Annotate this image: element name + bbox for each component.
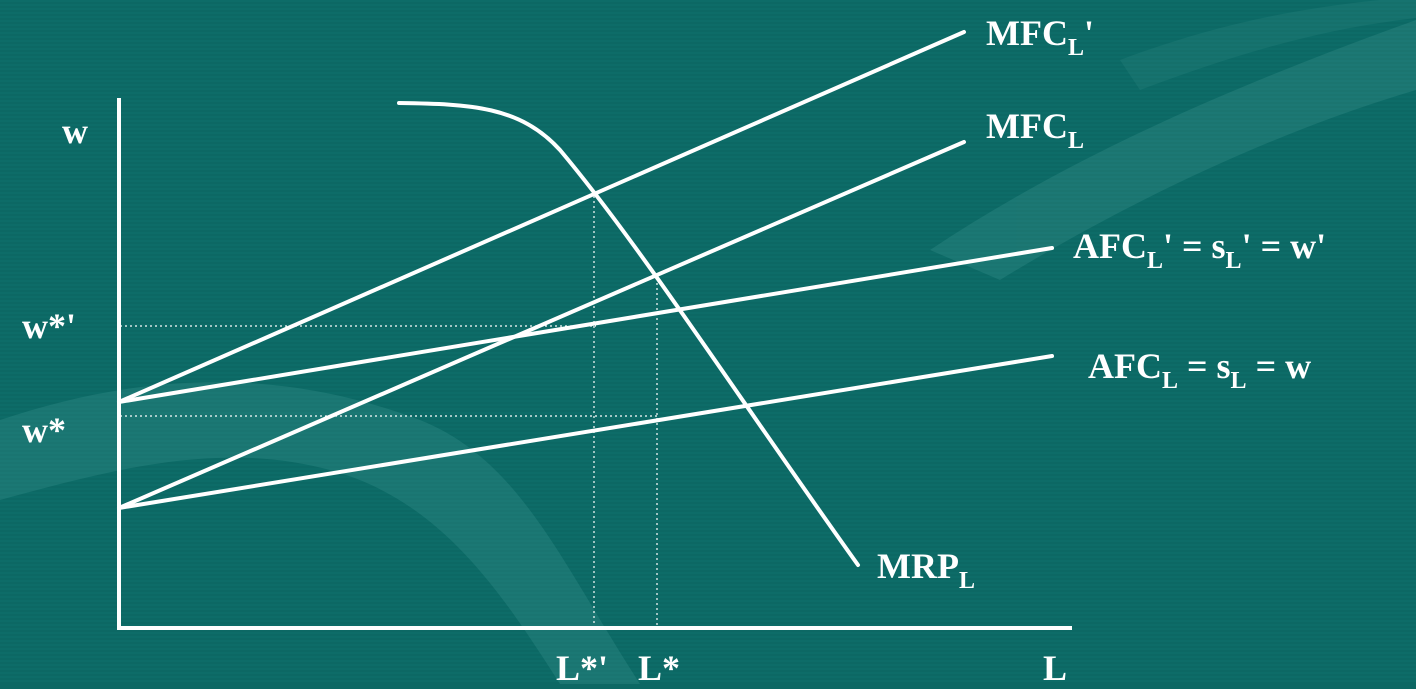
mrp-curve	[397, 101, 860, 567]
mfc-prime-line	[117, 30, 966, 404]
afc-line	[117, 354, 1054, 510]
afc-label: AFCL = sL = w	[1088, 346, 1311, 394]
mfc-prime-label: MFCL'	[986, 13, 1094, 61]
y-axis-label: w	[62, 111, 88, 151]
guide-lines	[120, 196, 658, 627]
afc-prime-label: AFCL' = sL' = w'	[1073, 226, 1326, 274]
mrp-label: MRPL	[877, 546, 975, 594]
w-star-label: w*	[22, 410, 66, 450]
x-axis-label: L	[1043, 648, 1067, 684]
axes	[117, 98, 1072, 630]
curves	[117, 30, 1054, 567]
mfc-label: MFCL	[986, 106, 1084, 154]
afc-prime-line	[117, 246, 1054, 404]
mfc-line	[117, 140, 966, 510]
L-star-label: L*	[638, 648, 680, 684]
w-star-prime-label: w*'	[22, 306, 76, 346]
L-star-prime-label: L*'	[556, 648, 608, 684]
